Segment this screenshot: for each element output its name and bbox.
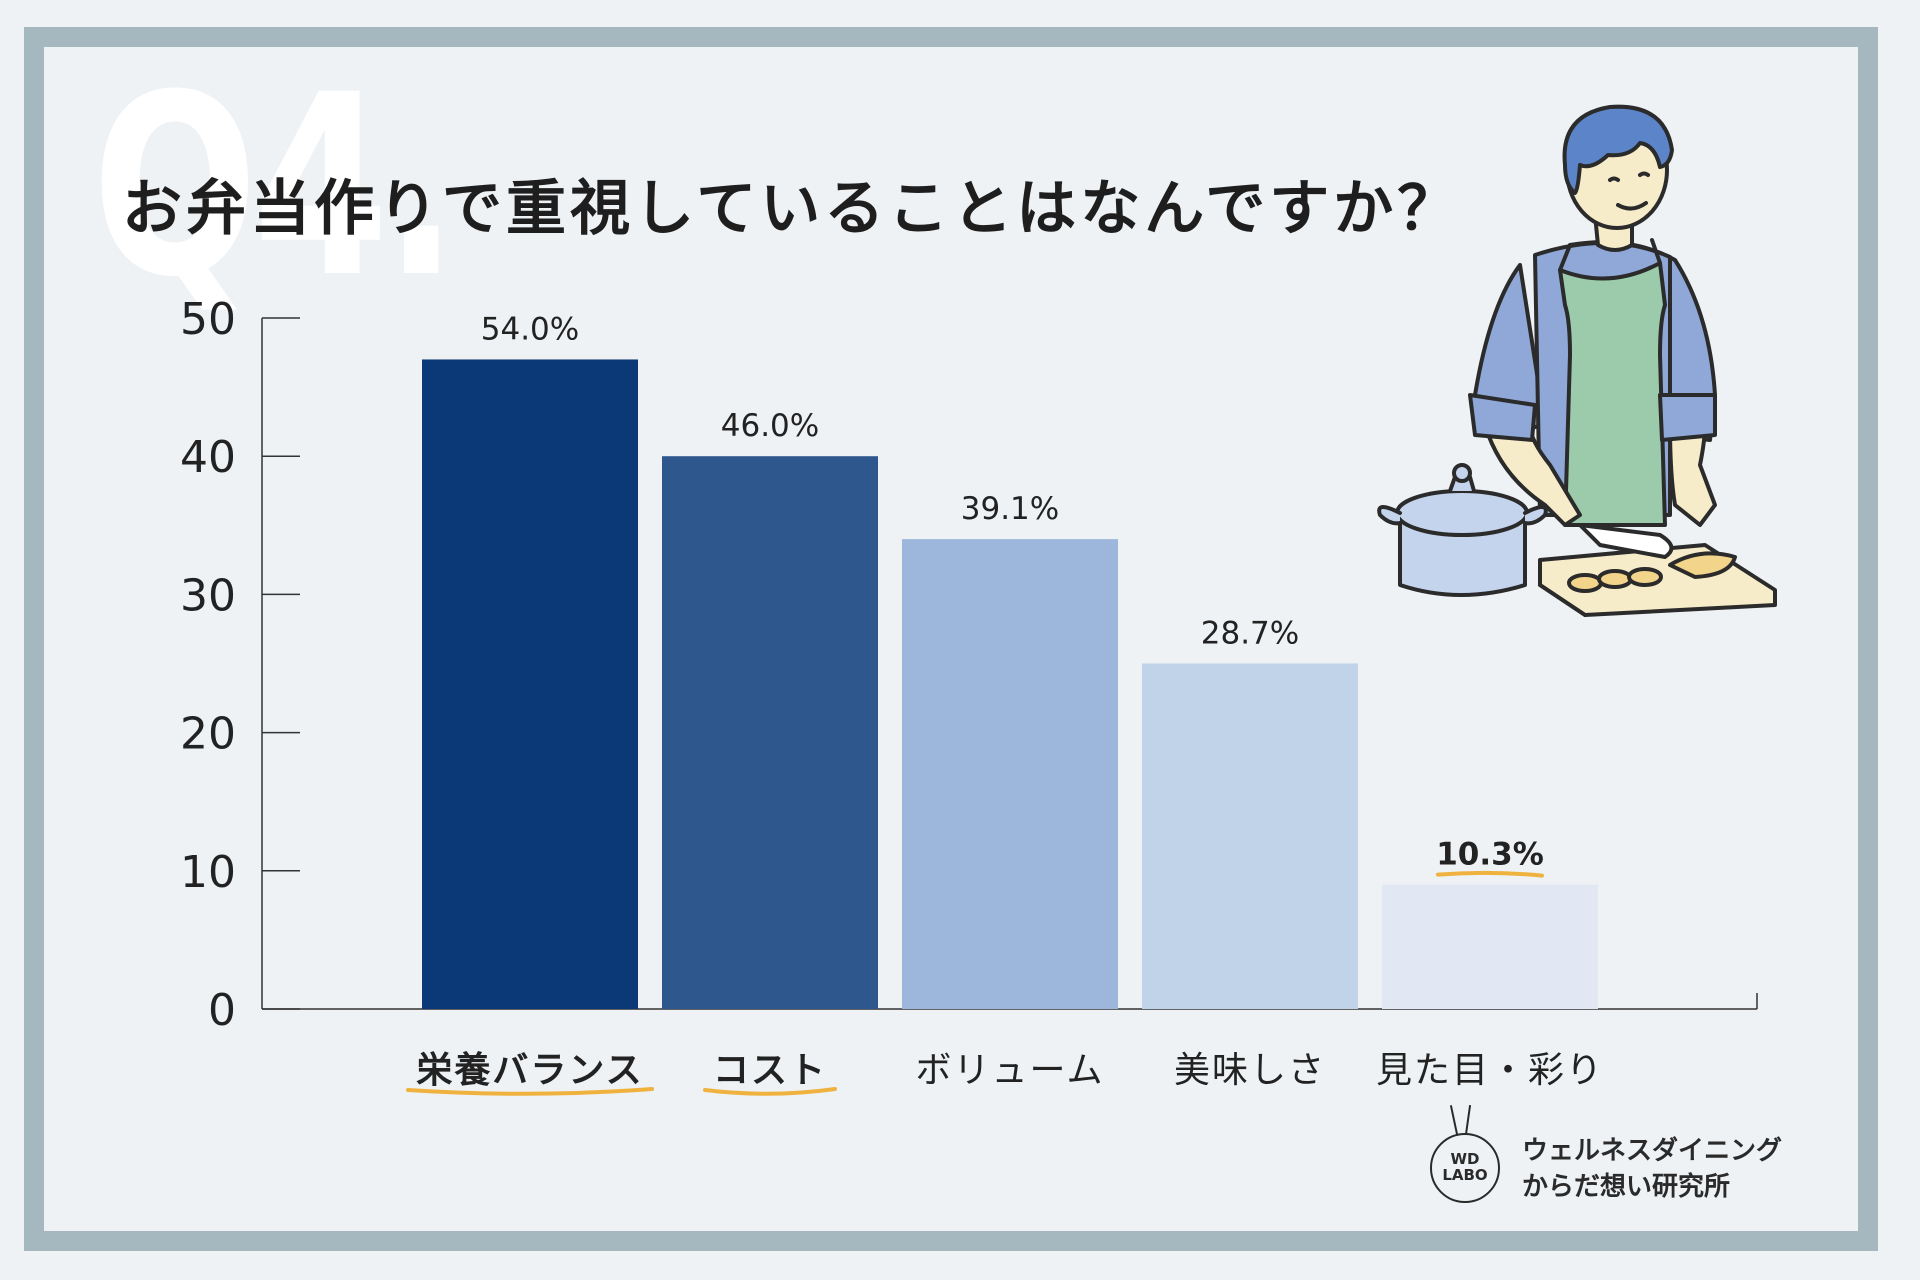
cooking-person-illustration (1377, 104, 1777, 617)
category-highlight-underline (703, 1087, 837, 1096)
bar (902, 539, 1118, 1009)
logo-stem (1449, 1105, 1459, 1135)
category-label: 美味しさ (1174, 1050, 1326, 1091)
data-label: 10.3% (1436, 837, 1544, 873)
logo-badge-line2: LABO (1442, 1166, 1488, 1184)
label-highlight-underline (1436, 870, 1544, 878)
logo-name-line1: ウェルネスダイニング (1522, 1136, 1783, 1166)
logo-badge-line1: WD (1450, 1150, 1480, 1169)
category-highlight-underline (406, 1087, 654, 1096)
logo-name: ウェルネスダイニング からだ想い研究所 (1522, 1133, 1782, 1205)
question-number: Q4. (92, 41, 458, 332)
bar (1142, 663, 1358, 1009)
data-label: 28.7% (1201, 616, 1299, 652)
chart-title: お弁当作りで重視していることはなんですか？ (122, 174, 1462, 244)
category-label: ボリューム (916, 1050, 1105, 1091)
wd-labo-logo: WD LABO ウェルネスダイニング からだ想い研究所 (1430, 1105, 1810, 1215)
bar (1382, 884, 1598, 1009)
logo-name-line2: からだ想い研究所 (1522, 1172, 1731, 1202)
data-label: 39.1% (961, 491, 1059, 527)
category-label: 見た目・彩り (1376, 1050, 1604, 1091)
category-label: 栄養バランス (416, 1050, 643, 1091)
y-tick-label: 0 (208, 985, 236, 1036)
data-label: 46.0% (721, 408, 819, 444)
y-tick-label: 30 (180, 570, 236, 621)
bar (662, 456, 878, 1009)
y-tick-label: 10 (180, 847, 236, 898)
logo-stem (1464, 1105, 1472, 1135)
y-tick-label: 40 (180, 432, 236, 483)
bar (422, 359, 638, 1010)
category-label: コスト (713, 1050, 827, 1091)
data-label: 54.0% (481, 311, 579, 347)
y-tick-label: 20 (180, 709, 236, 760)
y-tick-label: 50 (180, 294, 236, 345)
logo-badge: WD LABO (1430, 1133, 1500, 1203)
